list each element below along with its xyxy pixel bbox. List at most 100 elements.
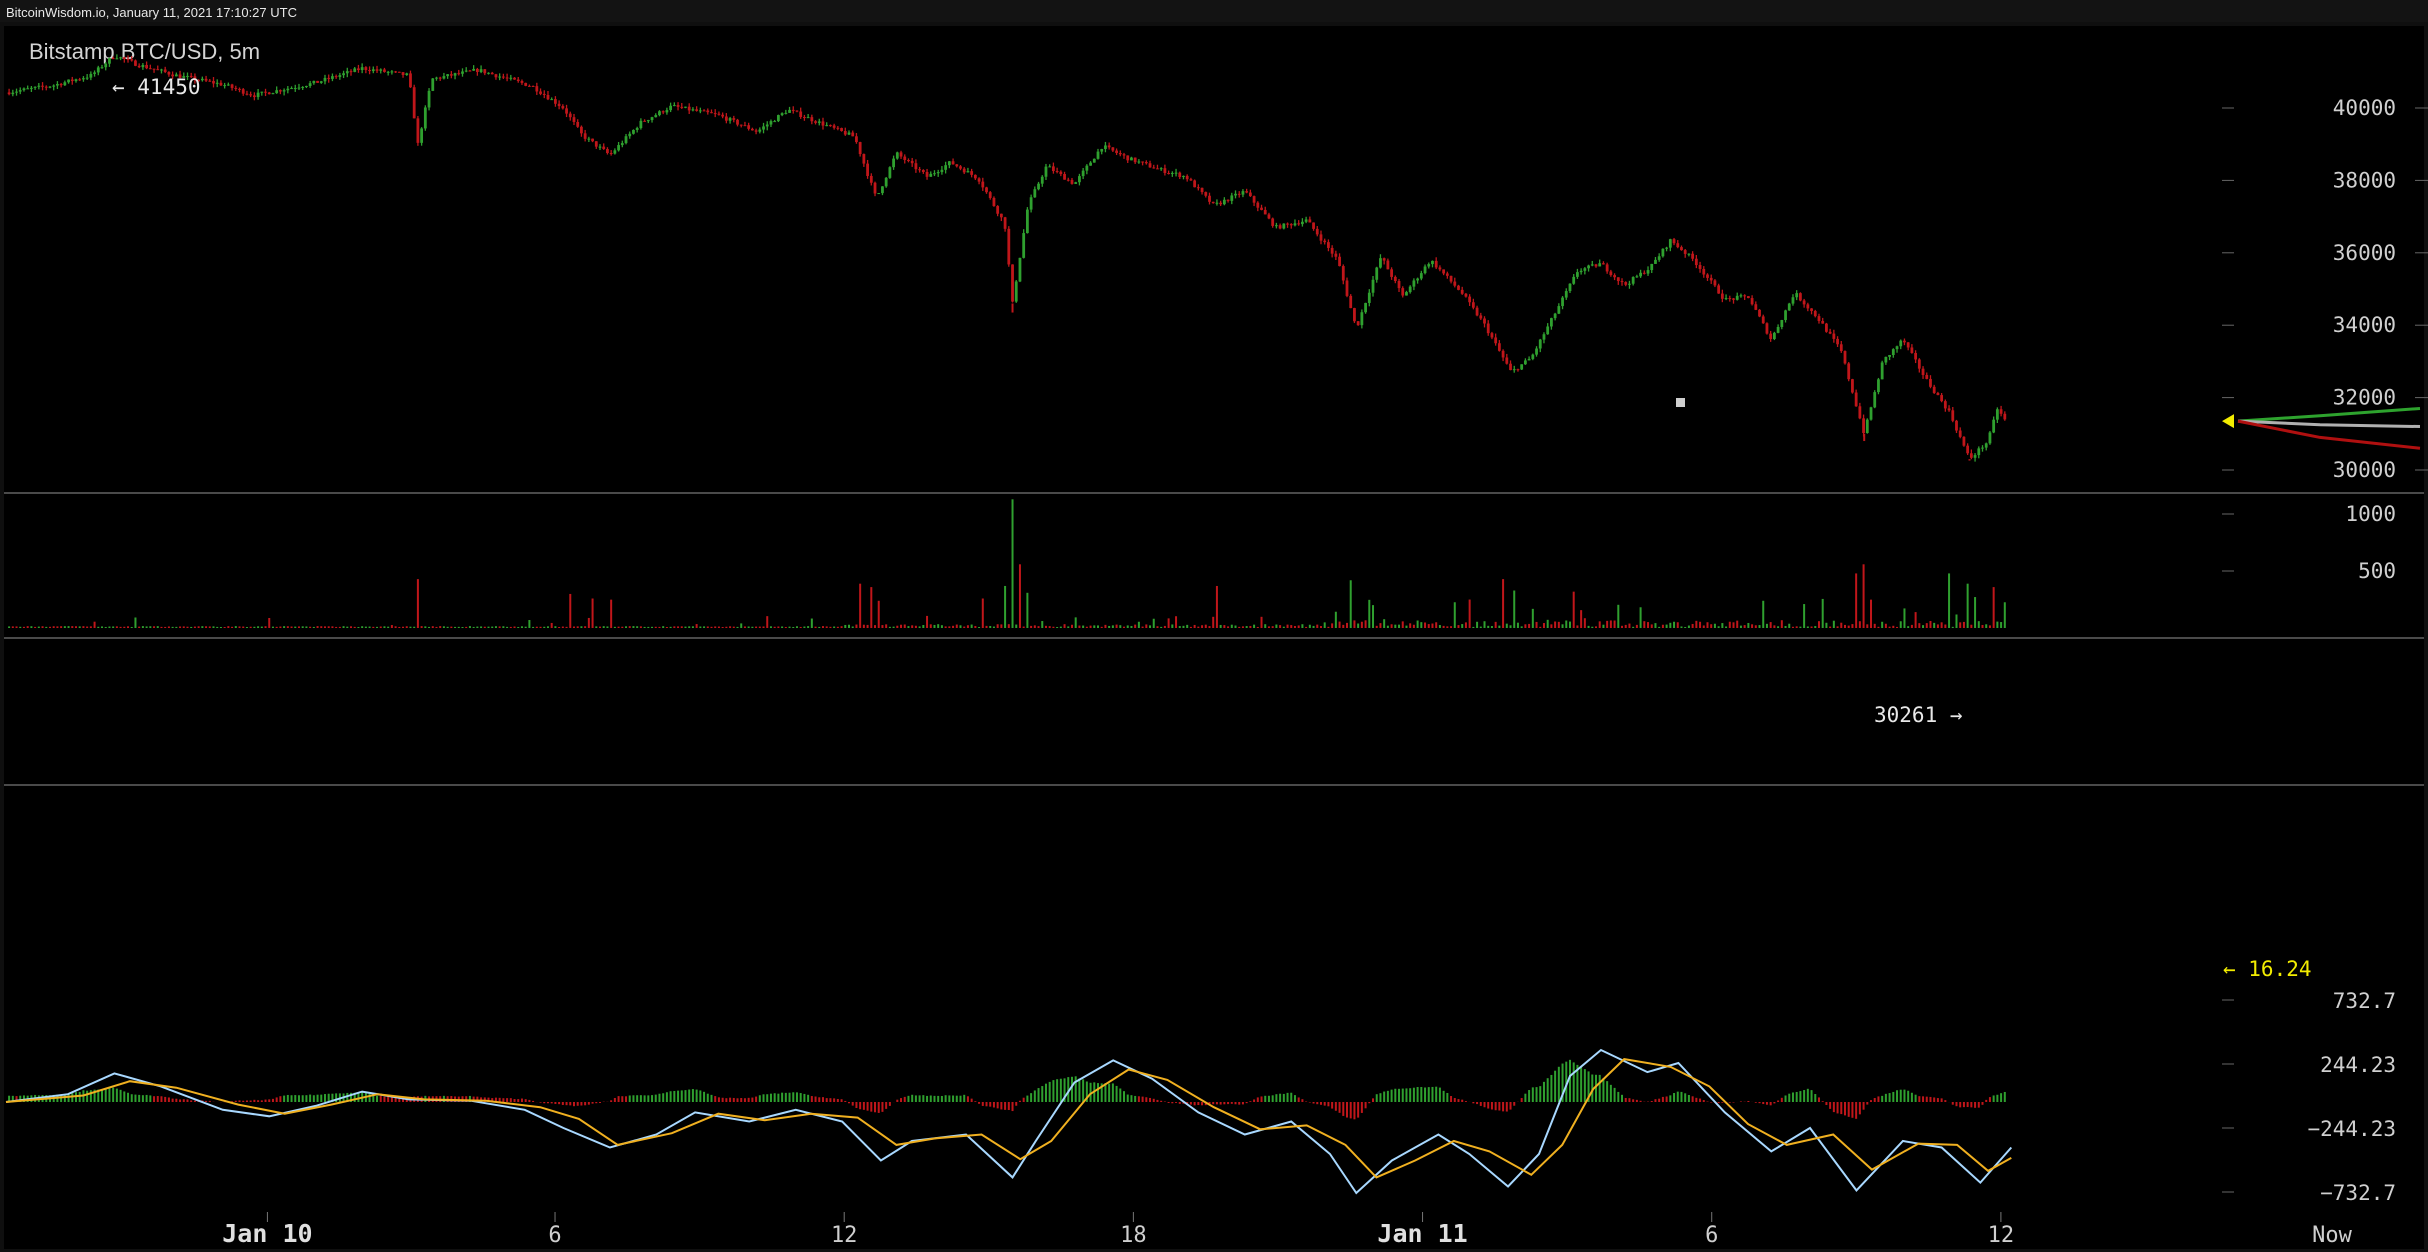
volume-bar (372, 626, 375, 628)
candle-body (1393, 276, 1397, 282)
volume-bar (48, 626, 51, 628)
candle-body (487, 72, 490, 74)
candle-body (1799, 293, 1802, 301)
macd-histogram-bar (1189, 1102, 1192, 1105)
volume-bar (1591, 626, 1594, 628)
candle-body (684, 106, 687, 108)
volume-bar (1227, 626, 1230, 628)
volume-bar (836, 626, 839, 628)
volume-bar (1966, 583, 1969, 628)
candle-body (736, 119, 739, 125)
macd-histogram-bar (926, 1095, 929, 1102)
volume-bar (160, 626, 163, 628)
macd-histogram-bar (1784, 1095, 1787, 1102)
macd-histogram-bar (784, 1092, 787, 1102)
candle-body (1274, 225, 1278, 227)
volume-bar (963, 626, 966, 628)
volume-bar (257, 626, 260, 628)
volume-bar (1171, 624, 1174, 628)
macd-histogram-bar (1825, 1102, 1828, 1106)
macd-histogram-bar (513, 1098, 516, 1102)
candle-body (226, 84, 230, 86)
candle-body (944, 165, 948, 170)
macd-histogram-bar (1041, 1086, 1044, 1102)
candle-body (160, 69, 163, 71)
macd-histogram-bar (699, 1090, 702, 1102)
candle-body (1252, 196, 1256, 203)
candle-body (524, 82, 528, 86)
macd-histogram-bar (1635, 1099, 1638, 1102)
candle-body (483, 69, 487, 74)
volume-bar (1572, 591, 1575, 628)
candle-body (1397, 281, 1401, 289)
candle-body (665, 110, 669, 113)
volume-bar (959, 625, 962, 628)
volume-bar (1412, 624, 1415, 628)
volume-panel[interactable] (8, 499, 2006, 628)
volume-bar (859, 583, 862, 628)
volume-bar (190, 626, 193, 628)
macd-histogram-bar (1568, 1059, 1571, 1102)
candle-body (174, 74, 178, 77)
volume-bar (1687, 625, 1690, 628)
macd-histogram-bar (532, 1100, 535, 1102)
volume-bar (1427, 624, 1430, 628)
volume-bar (446, 626, 449, 628)
candle-body (1862, 418, 1865, 434)
macd-histogram-bar (1799, 1091, 1802, 1102)
candle-body (799, 111, 803, 118)
volume-bar (283, 626, 286, 628)
candle-body (1784, 310, 1787, 321)
macd-histogram-bar (807, 1094, 810, 1102)
macd-histogram-bar (260, 1100, 263, 1102)
macd-histogram-bar (1256, 1097, 1259, 1102)
high-annotation: ← 41450 (112, 75, 201, 99)
candle-body (921, 169, 925, 173)
macd-histogram-bar (762, 1094, 765, 1102)
macd-histogram-bar (1015, 1102, 1018, 1106)
candle-body (1341, 266, 1345, 281)
candle-body (1200, 187, 1204, 193)
volume-bar (1565, 620, 1568, 628)
volume-bar (1323, 622, 1326, 628)
candle-body (1925, 374, 1929, 379)
candle-body (178, 74, 182, 78)
macd-histogram-bar (368, 1093, 371, 1102)
candle-body (1334, 253, 1338, 257)
candle-body (29, 87, 33, 89)
candle-body (1100, 148, 1104, 152)
macd-histogram-bar (1673, 1093, 1676, 1102)
candle-body (200, 78, 204, 81)
volume-bar (338, 626, 341, 628)
candle-body (877, 193, 881, 195)
candle-body (1542, 334, 1546, 340)
macd-histogram-bar (1123, 1091, 1126, 1102)
macd-histogram-bar (572, 1102, 575, 1107)
macd-histogram-bar (1836, 1102, 1839, 1114)
volume-bar (1078, 625, 1081, 628)
volume-bar (323, 626, 326, 628)
candle-body (1720, 293, 1724, 299)
macd-histogram-bar (1628, 1098, 1631, 1102)
candle-body (973, 174, 977, 179)
candle-body (1315, 228, 1319, 235)
volume-bar (78, 626, 81, 628)
macd-histogram-bar (1769, 1102, 1772, 1106)
candle-body (728, 118, 732, 121)
macd-histogram-bar (127, 1092, 130, 1102)
volume-bar (751, 626, 754, 628)
macd-histogram-bar (1922, 1096, 1925, 1102)
macd-histogram-bar (528, 1099, 531, 1102)
volume-bar (197, 626, 200, 628)
macd-histogram-bar (684, 1090, 687, 1102)
volume-bar (903, 624, 906, 628)
candle-body (26, 88, 30, 90)
candle-body (732, 118, 736, 120)
volume-bar (305, 626, 308, 628)
macd-panel[interactable] (5, 1048, 2013, 1195)
volume-bar (940, 625, 943, 628)
macd-histogram-bar (1453, 1098, 1456, 1102)
volume-bar (101, 626, 104, 628)
